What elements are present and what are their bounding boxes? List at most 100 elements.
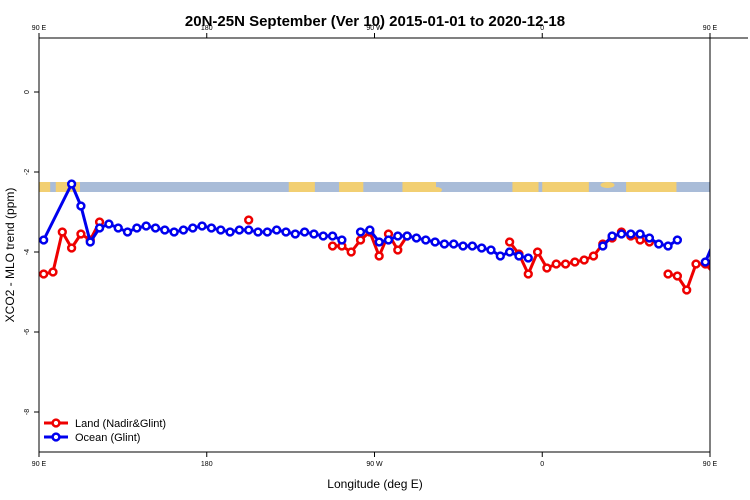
data-point xyxy=(94,223,105,233)
data-point xyxy=(327,241,338,251)
data-point xyxy=(216,225,226,235)
data-point xyxy=(253,227,263,237)
data-point xyxy=(711,271,718,278)
data-point xyxy=(523,253,533,263)
data-point xyxy=(132,223,142,233)
y-tick-label: -6 xyxy=(24,329,31,335)
data-point xyxy=(439,239,450,249)
data-point xyxy=(281,227,291,237)
data-point xyxy=(672,235,683,245)
series-ocean xyxy=(39,179,718,267)
x-axis: 90 E 180 90 W 0 90 E xyxy=(32,452,718,468)
data-point xyxy=(122,227,133,237)
data-point xyxy=(616,229,627,239)
y-tick-label: -8 xyxy=(24,409,31,415)
data-point xyxy=(178,225,189,235)
map-continent-patch xyxy=(55,182,81,192)
data-point xyxy=(635,229,645,239)
y-tick-label: 0 xyxy=(24,90,31,94)
data-point xyxy=(721,269,728,276)
data-point xyxy=(570,257,580,267)
data-point xyxy=(663,269,673,279)
data-point xyxy=(225,227,235,237)
map-continent-patch xyxy=(288,182,315,192)
data-point xyxy=(244,215,254,225)
data-point xyxy=(383,235,394,245)
legend-marker xyxy=(51,418,61,428)
data-point xyxy=(654,239,664,249)
x-tick-label: 0 xyxy=(540,461,544,468)
legend-label: Ocean (Glint) xyxy=(75,432,140,444)
chart-title: 20N-25N September (Ver 10) 2015-01-01 to… xyxy=(185,13,565,30)
data-point xyxy=(514,251,524,261)
data-point xyxy=(523,269,533,279)
map-continent-patch xyxy=(339,182,364,192)
data-point xyxy=(234,225,245,235)
data-point xyxy=(206,223,217,233)
data-point xyxy=(66,179,77,189)
x-top-tick-label: 90 W xyxy=(366,25,383,32)
data-point xyxy=(477,243,487,253)
map-continent-patch xyxy=(402,182,437,192)
data-point xyxy=(169,227,179,237)
data-point xyxy=(337,235,347,245)
data-point xyxy=(346,247,356,257)
data-point xyxy=(271,225,282,235)
map-continent-patch xyxy=(39,182,51,192)
data-point xyxy=(430,237,440,247)
data-point xyxy=(730,229,737,236)
data-point xyxy=(66,243,77,253)
data-point xyxy=(504,247,515,257)
data-point xyxy=(76,201,86,211)
map-band xyxy=(39,182,710,192)
data-point xyxy=(711,237,718,244)
data-point xyxy=(309,229,319,239)
data-point xyxy=(626,229,636,239)
data-point xyxy=(113,223,123,233)
data-point xyxy=(458,241,468,251)
map-continent-patch xyxy=(600,182,615,188)
data-point xyxy=(355,227,366,237)
data-point xyxy=(532,247,543,257)
data-point xyxy=(560,259,571,269)
data-point xyxy=(486,245,496,255)
x-axis-top: 90 E 180 90 W 0 90 E xyxy=(32,25,748,39)
data-point xyxy=(365,225,375,235)
data-point xyxy=(85,237,95,247)
data-point xyxy=(393,231,403,241)
data-point xyxy=(467,241,478,251)
data-point xyxy=(402,231,412,241)
data-point xyxy=(141,221,151,231)
data-point xyxy=(691,259,701,269)
data-point xyxy=(672,271,683,281)
data-point xyxy=(504,237,515,247)
map-ocean-band xyxy=(39,182,710,192)
x-tick-label: 90 E xyxy=(32,461,47,468)
legend-marker xyxy=(51,432,61,442)
x-axis-label: Longitude (deg E) xyxy=(327,477,422,491)
data-point xyxy=(160,225,170,235)
data-point xyxy=(411,233,422,243)
data-point xyxy=(76,229,86,239)
data-point xyxy=(327,231,338,241)
legend-label: Land (Nadir&Glint) xyxy=(75,418,166,430)
data-point xyxy=(588,251,599,261)
x-top-tick-label: 180 xyxy=(201,25,213,32)
y-tick-label: -4 xyxy=(24,249,31,255)
data-point xyxy=(579,255,589,265)
data-point xyxy=(663,241,673,251)
data-point xyxy=(197,221,207,231)
y-axis: 0 -2 -4 -6 -8 xyxy=(24,90,39,415)
map-continent-patch xyxy=(512,182,539,192)
data-point xyxy=(355,235,366,245)
data-point xyxy=(607,231,617,241)
x-top-tick-label: 90 E xyxy=(32,25,47,32)
data-point xyxy=(598,241,608,251)
data-point xyxy=(39,235,49,245)
map-continent-patch xyxy=(430,187,443,192)
data-point xyxy=(542,263,552,273)
data-point xyxy=(700,257,710,267)
data-point xyxy=(290,229,300,239)
data-point xyxy=(104,219,114,229)
